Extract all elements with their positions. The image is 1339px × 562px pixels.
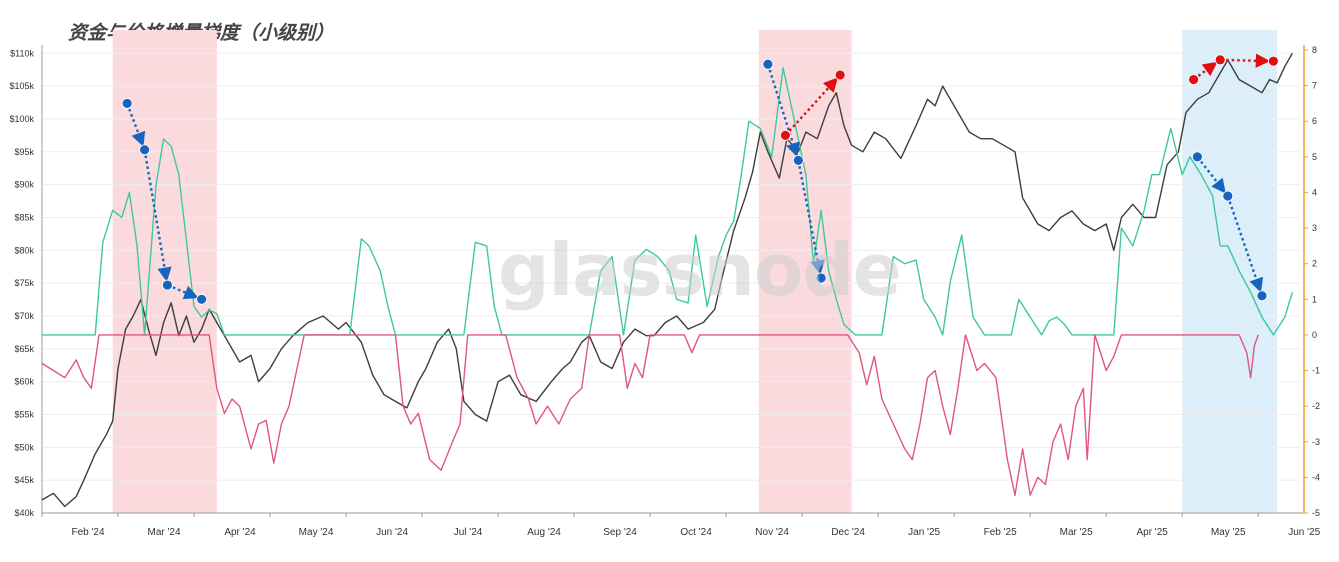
- right-tick-label-11: 6: [1312, 116, 1317, 126]
- blue-marker-1-2: [815, 272, 827, 284]
- left-tick-label-2: $50k: [14, 442, 34, 452]
- blue-arrow-2-1: [1228, 201, 1264, 293]
- x-tick-label-0: Feb '24: [71, 527, 104, 538]
- blue-arrow-2-0: [1200, 160, 1226, 194]
- blue-marker-2-2: [1256, 290, 1268, 302]
- x-tick-label-8: Oct '24: [680, 527, 712, 538]
- left-tick-label-10: $90k: [14, 180, 34, 190]
- red-marker-4-1: [1214, 54, 1226, 66]
- blue-arrow-0-1: [144, 155, 172, 282]
- right-tick-label-4: -1: [1312, 366, 1320, 376]
- x-tick-label-9: Nov '24: [755, 527, 789, 538]
- x-tick-label-12: Feb '25: [984, 527, 1017, 538]
- left-tick-label-9: $85k: [14, 212, 34, 222]
- blue-marker-1-1: [792, 155, 804, 166]
- left-tick-label-13: $105k: [9, 81, 34, 91]
- x-tick-label-2: Apr '24: [224, 527, 256, 538]
- shaded-region-2: [758, 30, 852, 513]
- left-tick-label-12: $100k: [9, 114, 34, 124]
- watermark: glassnode: [498, 228, 902, 312]
- left-tick-label-7: $75k: [14, 278, 34, 288]
- x-tick-label-16: Jun '25: [1288, 527, 1320, 538]
- left-tick-label-4: $60k: [14, 377, 34, 387]
- left-tick-label-0: $40k: [14, 508, 34, 518]
- x-tick-label-3: May '24: [299, 527, 334, 538]
- blue-marker-0-2: [162, 279, 173, 291]
- x-tick-label-7: Sep '24: [603, 527, 637, 538]
- left-tick-label-8: $80k: [14, 245, 34, 255]
- x-tick-label-5: Jul '24: [454, 527, 483, 538]
- right-tick-label-7: 2: [1312, 259, 1317, 269]
- blue-marker-0-0: [121, 98, 133, 109]
- left-tick-label-3: $55k: [14, 409, 34, 419]
- negative-gradient-line: [41, 334, 1259, 496]
- right-tick-label-9: 4: [1312, 187, 1317, 197]
- right-tick-label-5: 0: [1312, 330, 1317, 340]
- red-marker-4-2: [1267, 55, 1279, 67]
- x-tick-label-10: Dec '24: [831, 527, 865, 538]
- blue-arrow-0-2: [172, 285, 199, 300]
- x-tick-label-14: Apr '25: [1136, 527, 1168, 538]
- x-tick-label-6: Aug '24: [527, 527, 561, 538]
- red-marker-3-0: [779, 129, 791, 141]
- red-arrow-3-0: [788, 77, 838, 132]
- right-tick-label-12: 7: [1312, 81, 1317, 91]
- blue-arrow-1-0: [768, 69, 800, 158]
- left-tick-label-11: $95k: [14, 147, 34, 157]
- red-arrow-4-1: [1226, 53, 1271, 68]
- x-tick-label-13: Mar '25: [1060, 527, 1093, 538]
- blue-marker-2-0: [1191, 151, 1203, 163]
- right-tick-label-3: -2: [1312, 401, 1320, 411]
- left-tick-label-1: $45k: [14, 475, 34, 485]
- red-marker-4-0: [1188, 74, 1199, 85]
- right-tick-label-2: -3: [1312, 437, 1320, 447]
- x-tick-label-1: Mar '24: [147, 527, 180, 538]
- red-marker-3-1: [834, 69, 846, 81]
- left-tick-label-6: $70k: [14, 311, 34, 321]
- x-tick-label-4: Jun '24: [376, 527, 408, 538]
- blue-marker-1-0: [762, 58, 774, 70]
- right-tick-label-0: -5: [1312, 508, 1320, 518]
- blue-marker-0-1: [139, 144, 151, 156]
- right-tick-label-6: 1: [1312, 294, 1317, 304]
- right-tick-label-10: 5: [1312, 152, 1317, 162]
- right-tick-label-8: 3: [1312, 223, 1317, 233]
- price-line: [41, 52, 1294, 508]
- right-tick-label-1: -4: [1312, 472, 1320, 482]
- blue-marker-2-1: [1222, 190, 1234, 202]
- blue-arrow-1-1: [798, 166, 825, 275]
- x-tick-label-15: May '25: [1211, 527, 1246, 538]
- x-tick-label-11: Jan '25: [908, 527, 940, 538]
- blue-arrow-0-0: [128, 108, 146, 147]
- positive-gradient-line: [42, 67, 1294, 336]
- right-tick-label-13: 8: [1312, 45, 1317, 55]
- shaded-region-3: [1182, 30, 1278, 513]
- blue-marker-0-3: [196, 293, 208, 305]
- left-tick-label-14: $110k: [10, 48, 34, 58]
- left-tick-label-5: $65k: [14, 344, 34, 354]
